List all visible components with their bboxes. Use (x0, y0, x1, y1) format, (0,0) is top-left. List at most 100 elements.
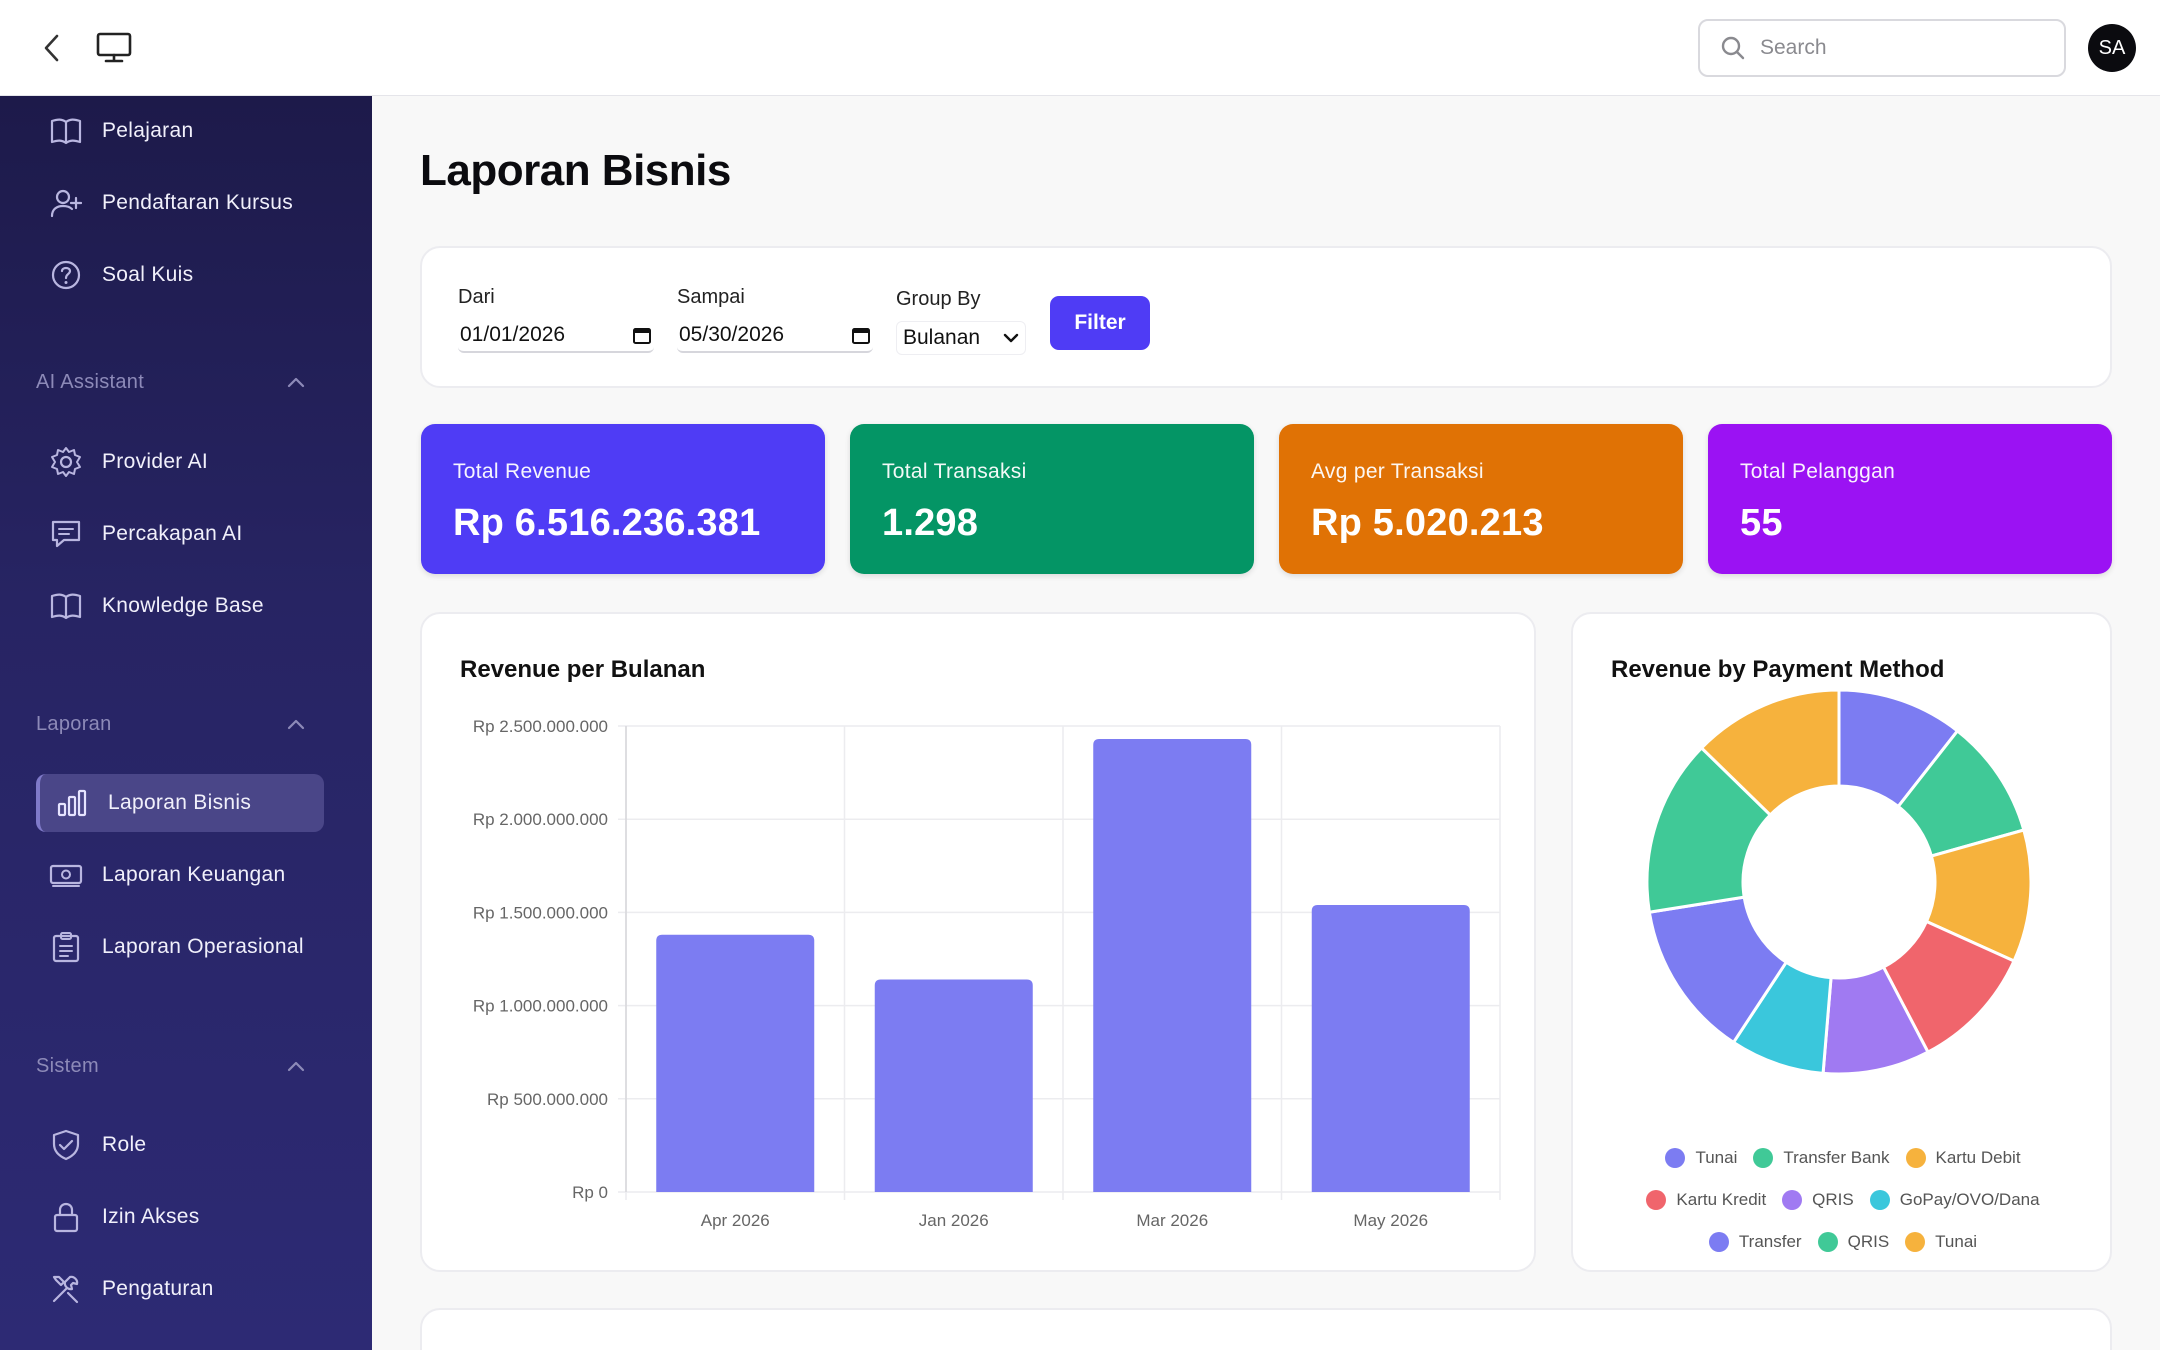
donut-slice[interactable] (1645, 745, 1773, 914)
book-icon (48, 588, 84, 624)
legend-item[interactable]: Transfer Bank (1753, 1148, 1890, 1168)
legend-swatch (1817, 1232, 1838, 1252)
calendar-icon[interactable] (632, 325, 652, 345)
legend-item[interactable]: Kartu Kredit (1646, 1190, 1766, 1210)
bar[interactable] (874, 979, 1033, 1192)
stat-card-total-revenue: Total Revenue Rp 6.516.236.381 (421, 424, 825, 574)
sidebar-item-pengaturan[interactable]: Pengaturan (36, 1260, 324, 1318)
chevron-down-icon (1003, 333, 1019, 343)
legend-item[interactable]: GoPay/OVO/Dana (1869, 1190, 2040, 1210)
shield-check-icon (48, 1127, 84, 1163)
x-tick-label: Apr 2026 (701, 1211, 770, 1230)
revenue-bar-chart-card: Revenue per Bulanan Rp 0 Rp 500.000.000 Rp… (420, 612, 1536, 1272)
y-tick-label: Rp 500.000.000 (487, 1090, 608, 1109)
legend-item[interactable]: Tunai (1665, 1148, 1737, 1168)
stat-card-avg-per-transaksi: Avg per Transaksi Rp 5.020.213 (1279, 424, 1683, 574)
section-sistem[interactable]: Sistem (36, 1046, 306, 1086)
sidebar-item-label: Laporan Bisnis (108, 791, 252, 814)
legend-item[interactable]: Tunai (1905, 1232, 1977, 1252)
legend-item[interactable]: QRIS (1817, 1232, 1890, 1252)
legend-item[interactable]: QRIS (1782, 1190, 1854, 1210)
legend-row: Tunai Transfer Bank Kartu Debit (1573, 1148, 2113, 1168)
sidebar-item-role[interactable]: Role (36, 1116, 324, 1174)
sidebar-item-pendaftaran-kursus[interactable]: Pendaftaran Kursus (36, 174, 324, 232)
sidebar-item-pelajaran[interactable]: Pelajaran (36, 102, 324, 160)
sidebar-item-label: Provider AI (102, 450, 209, 473)
sidebar-item-label: Soal Kuis (102, 263, 194, 286)
filter-button[interactable]: Filter (1050, 296, 1150, 350)
legend-swatch (1905, 1232, 1926, 1252)
stat-value: Rp 6.516.236.381 (453, 502, 761, 544)
sidebar-item-knowledge-base[interactable]: Knowledge Base (36, 577, 324, 635)
sidebar-item-percakapan-ai[interactable]: Percakapan AI (36, 505, 324, 563)
bar-chart-icon (54, 785, 90, 821)
bar[interactable] (656, 934, 815, 1192)
to-date-label: Sampai (677, 286, 745, 308)
to-date-input[interactable]: 05/30/2026 (677, 319, 873, 353)
avatar[interactable]: SA (2088, 24, 2136, 72)
from-date-input[interactable]: 01/01/2026 (458, 319, 654, 353)
from-date-value: 01/01/2026 (460, 323, 566, 346)
x-tick-label: Jan 2026 (919, 1211, 989, 1230)
to-date-value: 05/30/2026 (679, 323, 785, 346)
clipboard-icon (48, 929, 84, 965)
top-bar: SA (0, 0, 2160, 96)
chevron-up-icon (287, 719, 305, 730)
stat-value: Rp 5.020.213 (1311, 502, 1544, 544)
legend-item[interactable]: Kartu Debit (1905, 1148, 2021, 1168)
stat-label: Total Revenue (453, 460, 592, 483)
stat-card-total-pelanggan: Total Pelanggan 55 (1708, 424, 2112, 574)
legend-label: Transfer Bank (1783, 1148, 1890, 1167)
payment-method-chart-card: Revenue by Payment Method Tunai Transfer … (1571, 612, 2112, 1272)
sidebar-item-laporan-keuangan[interactable]: Laporan Keuangan (36, 846, 324, 904)
sidebar-item-soal-kuis[interactable]: Soal Kuis (36, 246, 324, 304)
legend-swatch (1905, 1148, 1926, 1168)
legend-item[interactable]: Transfer (1708, 1232, 1802, 1252)
legend-row: Transfer QRIS Tunai (1573, 1232, 2113, 1252)
section-laporan[interactable]: Laporan (36, 704, 306, 744)
revenue-bar-chart: Rp 0 Rp 500.000.000 Rp 1.000.000.000 Rp 1.5… (473, 717, 1501, 1230)
stat-value: 1.298 (882, 502, 979, 544)
chart-title: Revenue by Payment Method (1611, 656, 1945, 683)
y-tick-label: Rp 2.000.000.000 (473, 810, 608, 829)
section-title: Laporan (36, 712, 112, 735)
search-box[interactable] (1698, 19, 2066, 77)
y-tick-label: Rp 2.500.000.000 (473, 717, 608, 736)
sidebar-item-provider-ai[interactable]: Provider AI (36, 433, 324, 491)
calendar-icon[interactable] (851, 325, 871, 345)
stat-label: Avg per Transaksi (1311, 460, 1484, 483)
chart-title: Revenue per Bulanan (460, 656, 706, 683)
legend-label: QRIS (1847, 1232, 1890, 1251)
bar[interactable] (1311, 904, 1470, 1192)
search-input[interactable] (1760, 36, 2050, 60)
section-ai-assistant[interactable]: AI Assistant (36, 362, 306, 402)
group-by-group: Group By Bulanan (896, 288, 1026, 355)
user-plus-icon (48, 185, 84, 221)
sidebar-item-laporan-bisnis[interactable]: Laporan Bisnis (36, 774, 324, 832)
stat-label: Total Transaksi (882, 460, 1027, 483)
money-icon (48, 857, 84, 893)
chat-icon (48, 516, 84, 552)
back-button[interactable] (36, 30, 68, 66)
x-tick-label: May 2026 (1353, 1211, 1428, 1230)
tools-icon (48, 1271, 84, 1307)
sidebar-item-laporan-operasional[interactable]: Laporan Operasional (36, 918, 324, 976)
y-tick-label: Rp 0 (572, 1183, 608, 1202)
sidebar-item-label: Pendaftaran Kursus (102, 191, 294, 214)
monitor-button[interactable] (94, 28, 134, 68)
legend-label: Kartu Debit (1935, 1148, 2021, 1167)
legend-row: Kartu Kredit QRIS GoPay/OVO/Dana (1573, 1190, 2113, 1210)
sidebar-item-izin-akses[interactable]: Izin Akses (36, 1188, 324, 1246)
section-title: Sistem (36, 1054, 99, 1077)
legend-label: Tunai (1935, 1232, 1978, 1251)
legend-label: Tunai (1695, 1148, 1738, 1167)
sidebar-item-label: Izin Akses (102, 1205, 200, 1228)
legend-label: Transfer (1738, 1232, 1802, 1251)
bar[interactable] (1093, 739, 1252, 1192)
payment-method-donut-chart (1645, 688, 2033, 1076)
sidebar-item-label: Knowledge Base (102, 594, 264, 617)
group-by-select[interactable]: Bulanan (896, 321, 1026, 355)
legend-swatch (1782, 1190, 1803, 1210)
section-title: AI Assistant (36, 370, 145, 393)
donut-slice[interactable] (1699, 688, 1841, 818)
